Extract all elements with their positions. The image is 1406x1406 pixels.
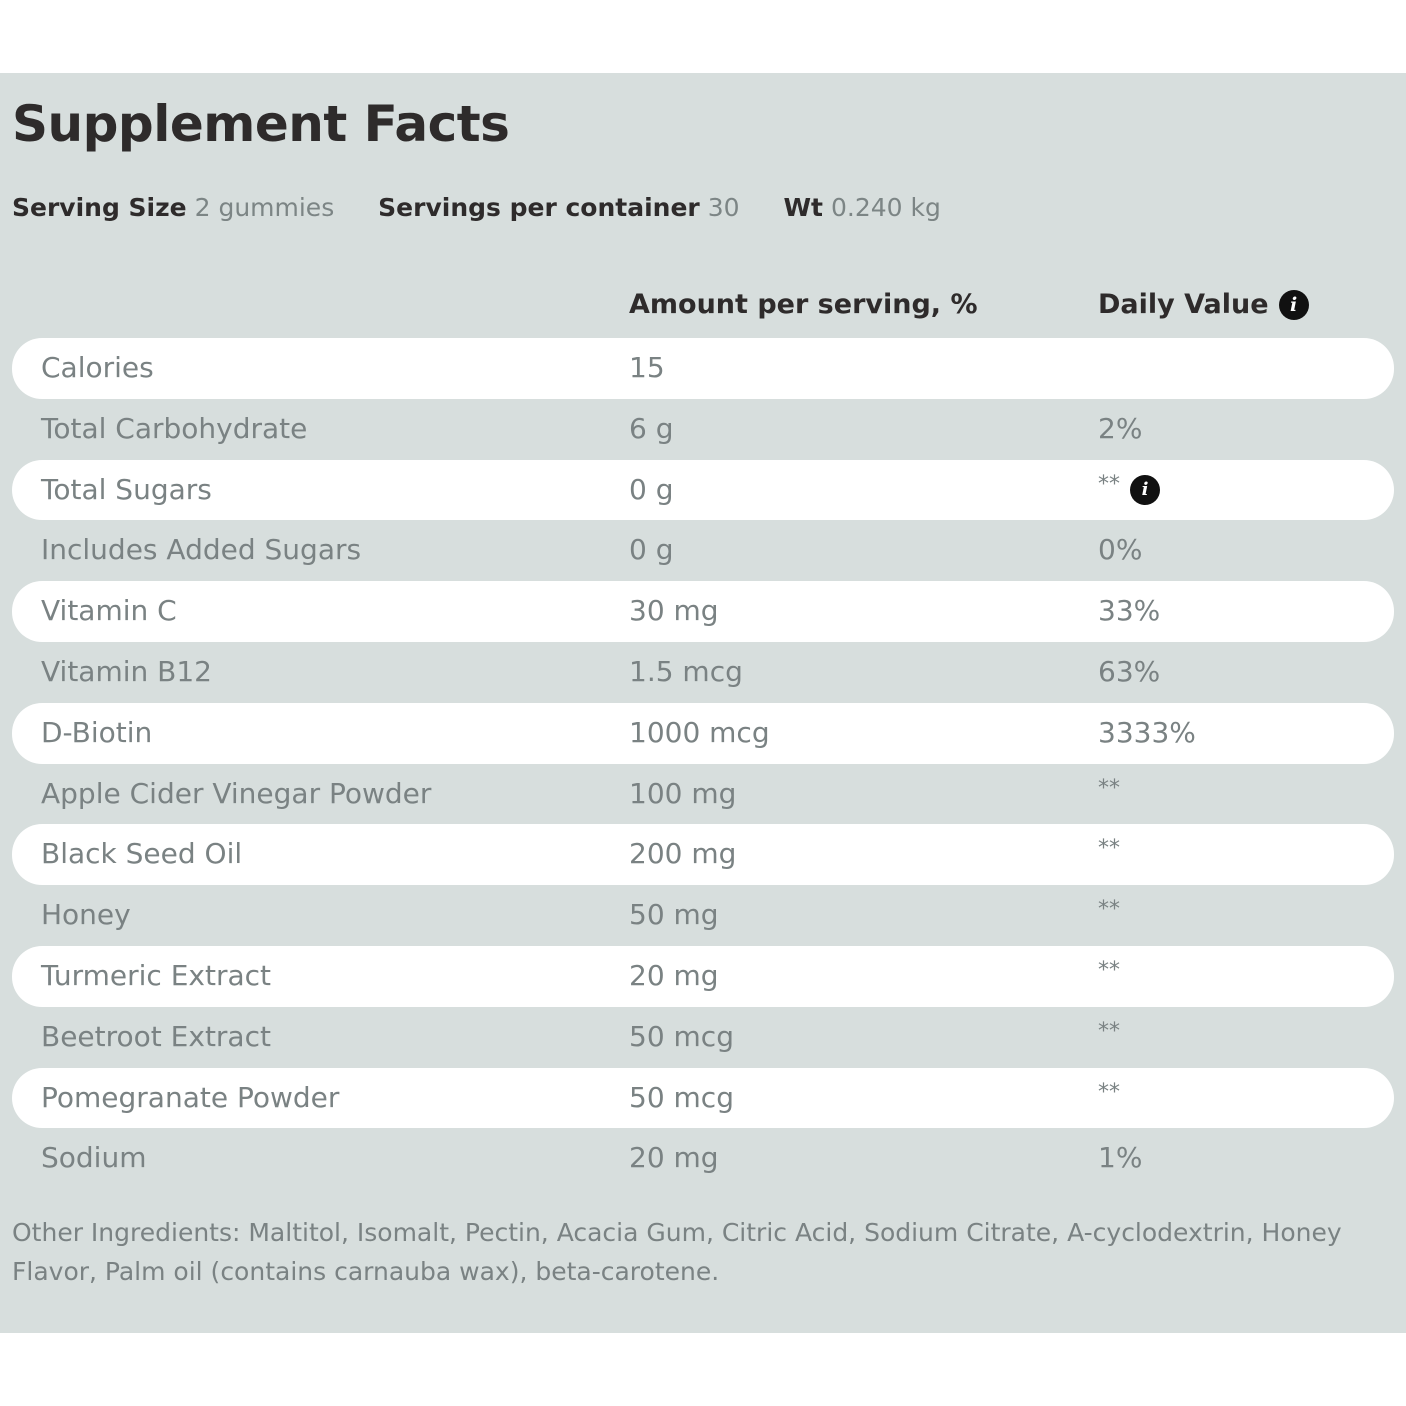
nutrient-amount: 50 mg [629,898,719,932]
daily-value-text: 1% [1098,1141,1143,1175]
table-row: Includes Added Sugars 0 g 0% [12,520,1394,581]
serving-size-value: 2 gummies [194,193,335,222]
weight: Wt 0.240 kg [783,193,940,222]
nutrient-name: Honey [41,898,131,932]
nutrient-daily-value: ** [1098,946,1120,1007]
page-title: Supplement Facts [12,95,510,153]
info-icon[interactable]: i [1278,289,1309,320]
daily-value-header-label: Daily Value [1098,289,1269,320]
nutrient-daily-value: 0% [1098,520,1142,581]
nutrient-table: Calories 15 Total Carbohydrate 6 g 2% Total S… [12,338,1394,1189]
nutrient-daily-value: ** [1098,885,1120,946]
nutrient-amount: 15 [629,351,665,384]
nutrient-name: Vitamin B12 [41,654,212,688]
daily-value-text: ** [1098,836,1120,862]
daily-value-text: ** [1098,957,1120,983]
nutrient-daily-value: ** [1098,1068,1120,1129]
nutrient-name: Includes Added Sugars [41,533,362,567]
daily-value-text: 2% [1098,411,1143,445]
daily-value-text: 33% [1098,594,1161,628]
nutrient-daily-value: 33% [1098,581,1160,642]
info-icon[interactable]: i [1130,474,1160,505]
table-row: Black Seed Oil 200 mg ** [12,824,1394,886]
nutrient-name: Sodium [41,1141,147,1175]
nutrient-name: Turmeric Extract [41,958,271,992]
nutrient-daily-value: 1% [1098,1128,1142,1189]
nutrient-daily-value: 3333% [1098,703,1196,764]
nutrient-amount: 1000 mcg [629,715,770,749]
supplement-facts-panel: Supplement Facts Serving Size 2 gummies … [0,73,1406,1333]
nutrient-amount: 100 mg [629,776,737,810]
nutrient-amount: 1.5 mcg [629,654,743,688]
nutrient-daily-value: ** [1098,824,1120,885]
table-row: Vitamin B12 1.5 mcg 63% [12,642,1394,703]
servings-per-container-value: 30 [707,193,740,222]
nutrient-amount: 20 mg [629,958,719,992]
daily-value-text: 0% [1098,533,1143,567]
serving-size-label: Serving Size [12,193,187,222]
servings-per-container: Servings per container 30 [378,193,739,222]
table-row: Sodium 20 mg 1% [12,1128,1394,1189]
table-row: Apple Cider Vinegar Powder 100 mg ** [12,764,1394,825]
daily-value-text: ** [1098,897,1120,923]
table-row: Total Carbohydrate 6 g 2% [12,399,1394,460]
nutrient-amount: 0 g [629,472,674,506]
nutrient-amount: 6 g [629,411,674,445]
daily-value-text: ** [1098,1079,1120,1105]
nutrient-amount: 20 mg [629,1141,719,1175]
nutrient-name: Vitamin C [41,594,177,628]
table-row: Calories 15 [12,338,1394,399]
table-row: Turmeric Extract 20 mg ** [12,945,1394,1007]
table-row: Total Sugars 0 g ** i [12,459,1394,521]
daily-value-column-header: Daily Value i [1098,289,1309,320]
amount-column-header: Amount per serving, % [629,289,978,320]
nutrient-name: Calories [41,351,154,384]
daily-value-text: 63% [1098,654,1161,688]
nutrient-name: Total Sugars [41,472,212,506]
nutrient-amount: 50 mcg [629,1080,734,1114]
daily-value-text: ** [1098,471,1120,497]
nutrient-name: Total Carbohydrate [41,411,308,445]
nutrient-amount: 200 mg [629,837,737,871]
table-row: Honey 50 mg ** [12,885,1394,946]
nutrient-daily-value: 63% [1098,642,1160,703]
weight-value: 0.240 kg [830,193,941,222]
weight-label: Wt [783,193,824,222]
nutrient-name: Apple Cider Vinegar Powder [41,776,432,810]
other-ingredients: Other Ingredients: Maltitol, Isomalt, Pe… [12,1218,1342,1286]
nutrient-daily-value: 2% [1098,399,1142,460]
nutrient-name: Black Seed Oil [41,837,243,871]
nutrient-name: Beetroot Extract [41,1019,271,1053]
nutrient-daily-value: ** i [1098,460,1160,521]
table-row: D-Biotin 1000 mcg 3333% [12,702,1394,764]
nutrient-daily-value: ** [1098,764,1120,825]
nutrient-name: Pomegranate Powder [41,1080,340,1114]
nutrient-daily-value: ** [1098,1007,1120,1068]
nutrient-amount: 30 mg [629,594,719,628]
nutrient-amount: 50 mcg [629,1019,734,1053]
serving-info: Serving Size 2 gummies Servings per cont… [12,193,977,222]
daily-value-text: ** [1098,1018,1120,1044]
table-row: Beetroot Extract 50 mcg ** [12,1007,1394,1068]
nutrient-name: D-Biotin [41,715,153,749]
daily-value-text: 3333% [1098,715,1196,749]
table-row: Vitamin C 30 mg 33% [12,581,1394,642]
table-row: Pomegranate Powder 50 mcg ** [12,1067,1394,1129]
servings-per-container-label: Servings per container [378,193,700,222]
daily-value-text: ** [1098,775,1120,801]
nutrient-amount: 0 g [629,533,674,567]
serving-size: Serving Size 2 gummies [12,193,334,222]
